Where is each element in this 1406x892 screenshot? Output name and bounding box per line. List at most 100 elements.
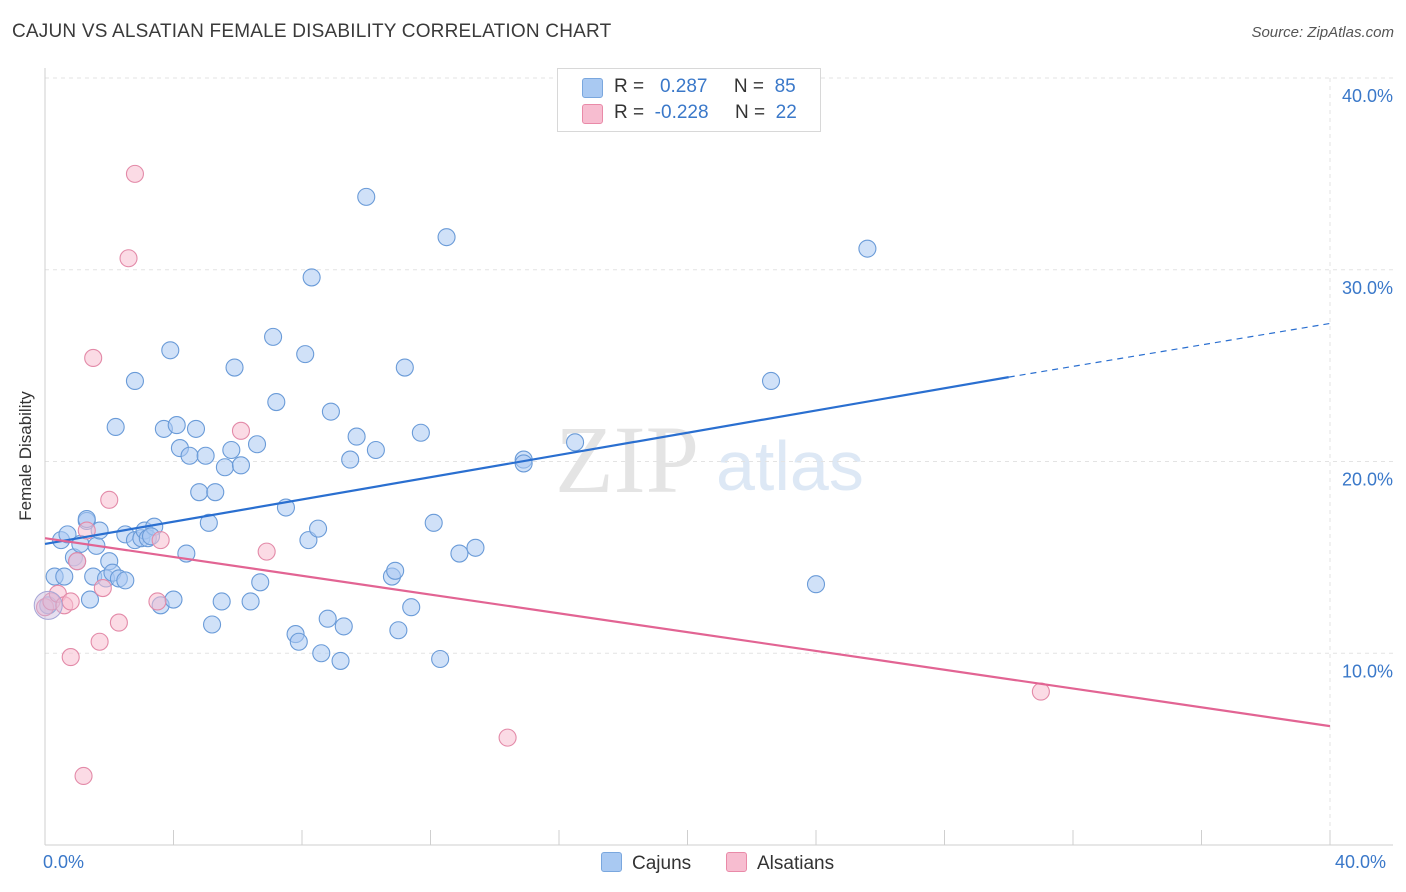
point-cajuns [180, 446, 199, 465]
watermark-atlas: atlas [716, 427, 864, 505]
point-alsatians [498, 728, 517, 747]
point-cajuns [80, 590, 100, 609]
point-cajuns [225, 358, 244, 377]
point-cajuns [318, 609, 337, 628]
trendline-cajuns [44, 376, 1009, 546]
point-cajuns [389, 621, 408, 640]
point-cajuns [411, 423, 430, 442]
point-cajuns [199, 513, 218, 532]
legend-r-label: R = [614, 76, 645, 97]
y-tick-label: 30.0% [1342, 278, 1393, 298]
point-cajuns [161, 341, 180, 360]
point-cajuns [312, 644, 331, 663]
point-cajuns [357, 187, 376, 206]
point-alsatians [93, 579, 112, 598]
point-cajuns [125, 371, 144, 391]
legend-n-label: N = [734, 102, 766, 123]
point-cajuns [431, 649, 450, 669]
trendline-alsatians [44, 537, 1331, 728]
legend-r-label: R = [614, 102, 645, 123]
point-cajuns [116, 571, 135, 590]
point-alsatians [119, 249, 138, 268]
point-cajuns [402, 598, 421, 617]
bottom-legend-swatch-alsatians [726, 852, 747, 872]
point-alsatians [90, 632, 109, 651]
point-cajuns [247, 435, 267, 454]
point-cajuns [203, 615, 222, 634]
point-cajuns [424, 513, 443, 532]
point-cajuns [212, 592, 231, 611]
point-cajuns [267, 393, 286, 412]
point-cajuns [466, 538, 485, 557]
point-cajuns [806, 575, 826, 594]
point-cajuns [215, 458, 234, 477]
point-cajuns [190, 483, 209, 502]
point-alsatians [74, 766, 93, 786]
y-tick-label: 40.0% [1342, 86, 1393, 106]
point-cajuns [395, 358, 414, 377]
point-alsatians [68, 552, 87, 571]
x-tick-label-min: 0.0% [43, 852, 85, 872]
legend-r-value: -0.228 [654, 102, 709, 123]
point-cajuns [186, 419, 206, 438]
point-cluster [33, 590, 63, 620]
point-cajuns [566, 433, 585, 452]
point-cajuns [167, 416, 186, 435]
legend-n-value: 22 [775, 102, 797, 123]
point-alsatians [257, 542, 276, 561]
point-cajuns [309, 519, 328, 538]
point-cajuns [514, 454, 533, 473]
watermark-zip: ZIP [555, 406, 699, 513]
point-cajuns [251, 573, 270, 592]
bottom-legend-alsatians: Alsatians [726, 852, 834, 875]
legend: R = 0.287 N = 85 R = -0.228 N = 22 [557, 68, 821, 132]
legend-swatch-cajuns [582, 78, 603, 98]
point-cajuns [222, 440, 241, 460]
point-cajuns [196, 446, 215, 465]
legend-n-label: N = [733, 76, 765, 97]
bottom-legend-label-alsatians: Alsatians [757, 853, 835, 874]
point-cajuns [386, 561, 405, 580]
y-tick-label: 20.0% [1342, 470, 1393, 490]
point-alsatians [151, 531, 170, 550]
point-alsatians [231, 421, 251, 440]
point-cajuns [231, 456, 251, 475]
point-alsatians [109, 613, 128, 632]
point-alsatians [148, 592, 167, 611]
point-cajuns [241, 592, 260, 611]
point-cajuns [761, 371, 781, 391]
point-cajuns [347, 427, 366, 446]
point-cajuns [858, 239, 877, 258]
point-cajuns [321, 402, 340, 421]
trendline-extension-cajuns [1008, 322, 1331, 378]
point-alsatians [100, 490, 119, 509]
point-alsatians [84, 348, 103, 368]
chart-title: CAJUN VS ALSATIAN FEMALE DISABILITY CORR… [12, 21, 612, 42]
point-cajuns [331, 651, 350, 670]
legend-stats-cajuns: R = 0.287 N = 85 [614, 76, 796, 98]
point-cajuns [106, 417, 125, 437]
point-alsatians [61, 592, 80, 611]
bottom-legend-cajuns: Cajuns [601, 852, 691, 875]
point-cajuns [437, 228, 456, 247]
point-cajuns [366, 440, 385, 460]
point-cajuns [289, 632, 308, 651]
point-cajuns [341, 450, 360, 469]
legend-swatch-alsatians [582, 104, 603, 124]
legend-stats-alsatians: R = -0.228 N = 22 [614, 102, 797, 124]
x-tick-label-max: 40.0% [1335, 852, 1387, 872]
legend-n-value: 85 [774, 76, 796, 97]
point-alsatians [61, 648, 80, 667]
point-cajuns [296, 345, 315, 364]
point-cajuns [206, 483, 225, 502]
point-cajuns [55, 567, 74, 586]
legend-r-value: 0.287 [659, 76, 708, 97]
point-cajuns [164, 590, 183, 609]
point-cajuns [450, 544, 469, 563]
point-alsatians [125, 164, 144, 183]
point-cajuns [264, 327, 283, 346]
point-alsatians [77, 521, 96, 540]
point-cajuns [302, 268, 321, 287]
bottom-legend-label-cajuns: Cajuns [632, 853, 692, 874]
